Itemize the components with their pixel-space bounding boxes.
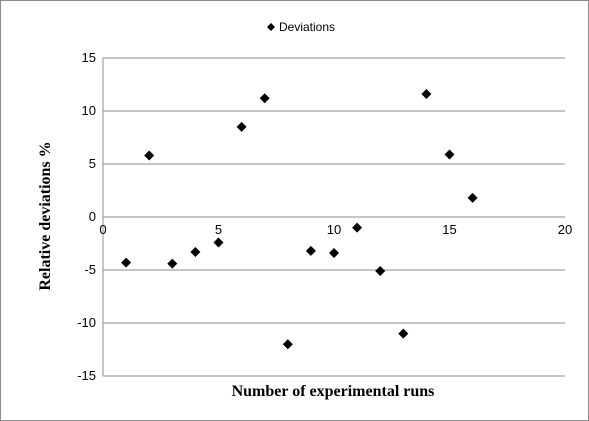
x-tick-labels: 0 5 10 15 20	[99, 222, 572, 237]
axes	[102, 58, 565, 376]
legend-label: Deviations	[279, 20, 335, 34]
data-point	[121, 257, 132, 268]
data-point	[329, 248, 339, 259]
y-tick-label: 10	[82, 103, 96, 118]
data-point	[398, 328, 409, 339]
x-tick-label: 0	[99, 222, 106, 237]
gridlines	[103, 57, 565, 377]
data-point	[167, 258, 178, 269]
data-point	[190, 246, 201, 257]
y-tick-label: 0	[89, 209, 96, 224]
legend-marker	[267, 23, 275, 31]
y-tick-label: -5	[84, 262, 96, 277]
x-tick-label: 10	[327, 222, 341, 237]
y-tick-label: -15	[77, 368, 96, 383]
data-point	[467, 192, 478, 203]
y-tick-label: 5	[89, 156, 96, 171]
x-tick-label: 20	[558, 222, 572, 237]
legend: Deviations	[267, 20, 335, 34]
y-tick-label: -10	[77, 315, 96, 330]
x-axis-title: Number of experimental runs	[232, 383, 435, 400]
x-tick-label: 5	[215, 222, 222, 237]
y-axis-title: Relative deviations %	[37, 141, 54, 290]
data-point	[259, 93, 270, 104]
data-point	[305, 245, 316, 256]
data-point	[421, 89, 432, 100]
y-tick-label: 15	[82, 50, 96, 65]
data-point	[213, 237, 224, 248]
data-points	[121, 89, 478, 350]
data-point	[444, 149, 455, 160]
data-point	[375, 266, 386, 277]
data-point	[236, 121, 247, 132]
y-tick-labels: -15 -10 -5 0 5 10 15	[77, 50, 96, 383]
data-point	[144, 150, 155, 161]
data-point	[282, 339, 293, 350]
x-tick-label: 15	[442, 222, 456, 237]
data-point	[352, 222, 363, 233]
